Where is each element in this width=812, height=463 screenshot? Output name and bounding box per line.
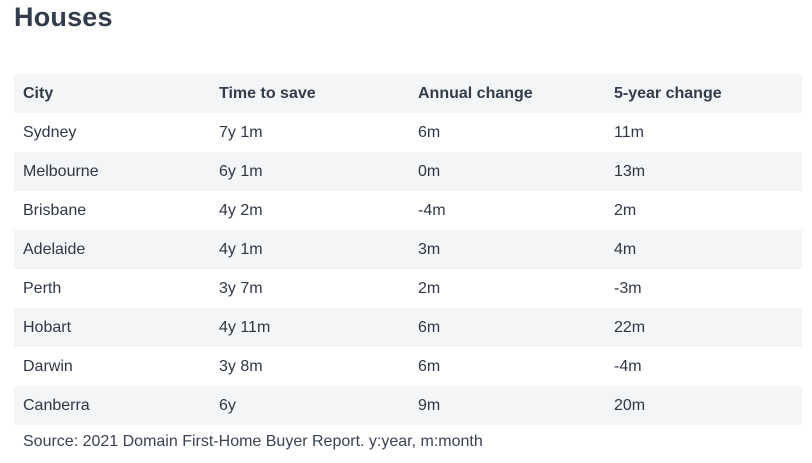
header-city: City [23,84,54,102]
cell-annual-change: 6m [418,318,441,336]
cell-5-year-change: 11m [614,123,644,141]
cell-5-year-change: 20m [614,396,646,414]
cell-time-to-save: 4y 1m [219,240,263,258]
cell-annual-change: 2m [418,279,441,297]
header-time-to-save: Time to save [219,84,316,102]
cell-city: Brisbane [23,201,87,219]
cell-time-to-save: 3y 8m [219,357,263,375]
cell-annual-change: 6m [418,123,441,141]
table-row: Perth 3y 7m 2m -3m [14,269,802,308]
cell-time-to-save: 7y 1m [219,123,263,141]
cell-city: Adelaide [23,240,86,258]
table-row: Melbourne 6y 1m 0m 13m [14,152,802,191]
cell-5-year-change: -4m [614,357,642,375]
cell-city: Canberra [23,396,90,414]
cell-city: Melbourne [23,162,99,180]
page-title: Houses [14,2,113,32]
table-row: Adelaide 4y 1m 3m 4m [14,230,802,269]
cell-time-to-save: 3y 7m [219,279,263,297]
cell-city: Sydney [23,123,77,141]
table-row: Darwin 3y 8m 6m -4m [14,347,802,386]
cell-time-to-save: 4y 2m [219,201,263,219]
cell-annual-change: -4m [418,201,446,219]
cell-5-year-change: 13m [614,162,646,180]
cell-annual-change: 0m [418,162,441,180]
cell-city: Darwin [23,357,73,375]
table-row: Brisbane 4y 2m -4m 2m [14,191,802,230]
source-note: Source: 2021 Domain First-Home Buyer Rep… [23,433,483,450]
cell-annual-change: 9m [418,396,441,414]
table-header-row: City Time to save Annual change 5-year c… [14,74,802,113]
header-annual-change: Annual change [418,84,533,102]
cell-time-to-save: 6y [219,396,236,414]
cell-annual-change: 3m [418,240,441,258]
cell-5-year-change: -3m [614,279,642,297]
table-row: Canberra 6y 9m 20m [14,386,802,425]
cell-5-year-change: 4m [614,240,637,258]
cell-city: Perth [23,279,62,297]
cell-5-year-change: 22m [614,318,646,336]
cell-time-to-save: 4y 11m [219,318,271,336]
houses-table: City Time to save Annual change 5-year c… [14,74,802,425]
cell-city: Hobart [23,318,72,336]
table-row: Sydney 7y 1m 6m 11m [14,113,802,152]
cell-time-to-save: 6y 1m [219,162,263,180]
table-row: Hobart 4y 11m 6m 22m [14,308,802,347]
cell-5-year-change: 2m [614,201,637,219]
cell-annual-change: 6m [418,357,441,375]
header-5-year-change: 5-year change [614,84,722,102]
